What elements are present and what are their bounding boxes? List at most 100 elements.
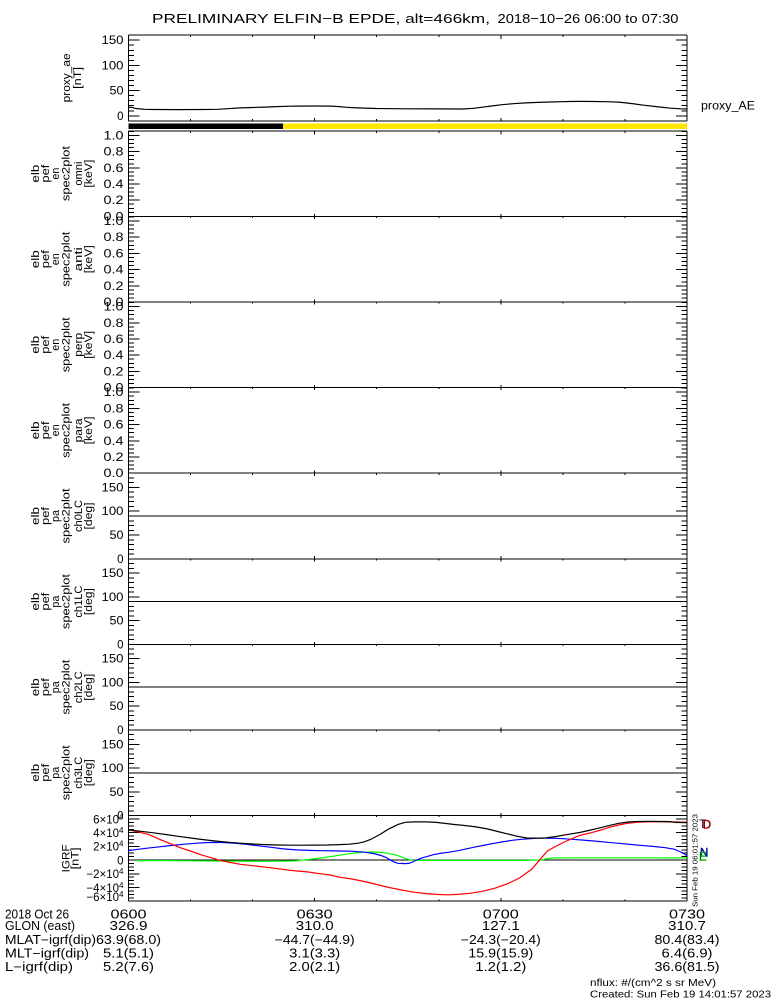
svg-text:63.9(68.0): 63.9(68.0) — [96, 933, 161, 947]
svg-text:[nT]: [nT] — [72, 67, 84, 89]
svg-text:E: E — [699, 852, 707, 864]
svg-text:3.1(3.3): 3.1(3.3) — [289, 946, 340, 960]
svg-text:L−igrf(dip): L−igrf(dip) — [5, 960, 73, 974]
svg-text:100: 100 — [102, 60, 124, 72]
svg-text:2.0(2.1): 2.0(2.1) — [289, 960, 340, 974]
svg-text:elb: elb — [30, 678, 42, 696]
svg-text:50: 50 — [110, 616, 124, 628]
svg-text:100: 100 — [102, 592, 124, 604]
svg-text:−44.7(−44.9): −44.7(−44.9) — [275, 933, 355, 947]
svg-text:pef: pef — [40, 420, 52, 439]
svg-text:1.0: 1.0 — [104, 130, 124, 142]
svg-text:310.7: 310.7 — [668, 919, 706, 933]
svg-text:nflux: #/(cm^2 s sr MeV): nflux: #/(cm^2 s sr MeV) — [590, 977, 716, 989]
svg-text:15.9(15.9): 15.9(15.9) — [468, 946, 533, 960]
svg-text:PRELIMINARY ELFIN−B EPDE, alt=: PRELIMINARY ELFIN−B EPDE, alt=466km, — [152, 11, 490, 26]
svg-text:[deg]: [deg] — [83, 588, 95, 615]
svg-text:50: 50 — [110, 701, 124, 713]
svg-text:0: 0 — [117, 811, 123, 823]
svg-text:−24.3(−20.4): −24.3(−20.4) — [461, 933, 541, 947]
svg-text:0.2: 0.2 — [104, 366, 124, 378]
svg-text:N: N — [700, 848, 708, 860]
svg-text:elb: elb — [30, 593, 42, 611]
svg-text:0.4: 0.4 — [104, 179, 125, 191]
svg-text:Sun Feb 19 06:01:57 2023: Sun Feb 19 06:01:57 2023 — [690, 814, 699, 907]
svg-text:0700: 0700 — [483, 908, 519, 922]
svg-text:en: en — [50, 424, 62, 436]
svg-text:[keV]: [keV] — [83, 331, 95, 359]
svg-text:IGRF: IGRF — [61, 844, 73, 872]
svg-text:para: para — [73, 417, 85, 442]
svg-text:[deg]: [deg] — [83, 759, 95, 786]
svg-text:0.6: 0.6 — [104, 334, 124, 346]
svg-text:0.4: 0.4 — [104, 350, 125, 362]
svg-text:36.6(81.5): 36.6(81.5) — [655, 960, 720, 974]
svg-text:150: 150 — [102, 483, 124, 495]
svg-text:100: 100 — [102, 677, 124, 689]
svg-text:2018 Oct 26: 2018 Oct 26 — [5, 908, 69, 922]
svg-text:pef: pef — [40, 506, 52, 525]
svg-text:pef: pef — [40, 163, 52, 182]
svg-text:0: 0 — [117, 639, 123, 651]
svg-text:elb: elb — [30, 250, 42, 268]
svg-text:0.6: 0.6 — [104, 420, 124, 432]
svg-text:0600: 0600 — [111, 908, 147, 922]
svg-text:0.4: 0.4 — [104, 436, 125, 448]
svg-text:6×104: 6×104 — [93, 812, 124, 826]
svg-text:pa: pa — [50, 680, 62, 693]
svg-text:[keV]: [keV] — [83, 160, 95, 188]
svg-text:5.2(7.6): 5.2(7.6) — [103, 960, 154, 974]
svg-text:127.1: 127.1 — [482, 919, 520, 933]
svg-text:spec2plot: spec2plot — [60, 317, 72, 372]
svg-text:150: 150 — [102, 654, 124, 666]
svg-text:0: 0 — [117, 855, 123, 867]
svg-text:pa: pa — [50, 766, 62, 779]
svg-text:elb: elb — [30, 421, 42, 439]
svg-text:0.0: 0.0 — [104, 211, 124, 223]
svg-text:elb: elb — [30, 165, 42, 183]
svg-text:2×104: 2×104 — [93, 840, 124, 854]
svg-text:[nT]: [nT] — [70, 847, 82, 869]
svg-text:ch1LC: ch1LC — [73, 586, 85, 618]
svg-text:elb: elb — [30, 507, 42, 525]
svg-text:4×104: 4×104 — [93, 826, 124, 840]
svg-text:0: 0 — [117, 554, 123, 566]
svg-text:omni: omni — [73, 162, 85, 186]
svg-text:anti: anti — [73, 247, 85, 271]
svg-text:MLT−igrf(dip): MLT−igrf(dip) — [5, 946, 89, 960]
svg-text:proxy_AE: proxy_AE — [701, 101, 755, 113]
svg-text:50: 50 — [110, 86, 124, 98]
svg-text:80.4(83.4): 80.4(83.4) — [655, 933, 720, 947]
svg-text:100: 100 — [102, 506, 124, 518]
svg-text:0: 0 — [117, 111, 123, 123]
svg-text:GLON (east): GLON (east) — [5, 919, 75, 933]
svg-text:0730: 0730 — [669, 908, 705, 922]
svg-text:0630: 0630 — [297, 908, 333, 922]
svg-text:ch3LC: ch3LC — [73, 757, 85, 789]
svg-text:spec2plot: spec2plot — [60, 574, 72, 629]
svg-text:pef: pef — [40, 591, 52, 610]
svg-text:spec2plot: spec2plot — [60, 146, 72, 201]
svg-text:ch0LC: ch0LC — [73, 500, 85, 532]
svg-text:pa: pa — [50, 595, 62, 608]
svg-text:0: 0 — [117, 725, 123, 737]
svg-text:−2×104: −2×104 — [86, 867, 124, 881]
svg-text:1.0: 1.0 — [104, 302, 124, 314]
svg-text:0.6: 0.6 — [104, 248, 124, 260]
svg-text:100: 100 — [102, 763, 124, 775]
svg-text:pef: pef — [40, 677, 52, 696]
svg-text:spec2plot: spec2plot — [60, 232, 72, 287]
svg-text:50: 50 — [110, 787, 124, 799]
svg-text:326.9: 326.9 — [110, 919, 148, 933]
svg-text:0.8: 0.8 — [104, 403, 124, 415]
svg-text:T: T — [699, 819, 706, 831]
svg-text:[deg]: [deg] — [83, 674, 95, 701]
svg-text:spec2plot: spec2plot — [60, 745, 72, 800]
svg-text:proxy_ae: proxy_ae — [61, 53, 73, 102]
svg-text:en: en — [50, 253, 62, 265]
svg-text:0.0: 0.0 — [104, 383, 124, 395]
svg-text:D: D — [703, 819, 711, 831]
svg-text:spec2plot: spec2plot — [60, 403, 72, 458]
svg-text:0.2: 0.2 — [104, 281, 124, 293]
svg-text:MLAT−igrf(dip): MLAT−igrf(dip) — [5, 933, 96, 947]
